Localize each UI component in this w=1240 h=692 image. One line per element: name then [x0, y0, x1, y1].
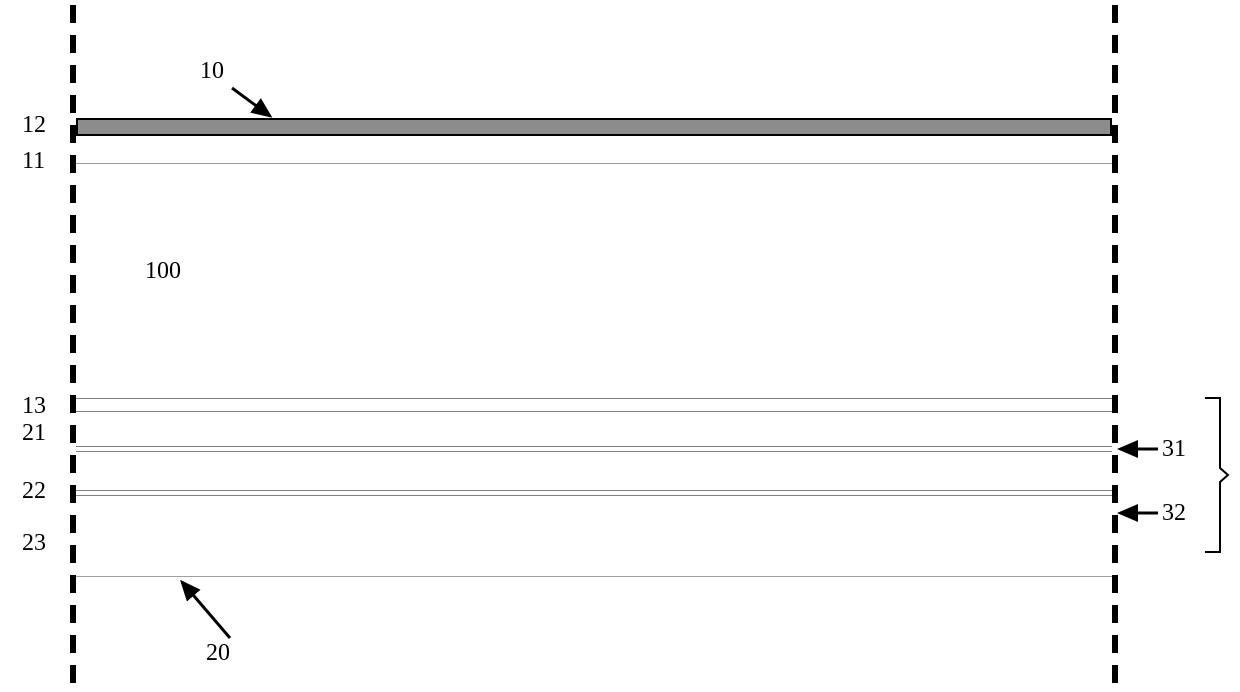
bracket-right	[0, 0, 1240, 692]
